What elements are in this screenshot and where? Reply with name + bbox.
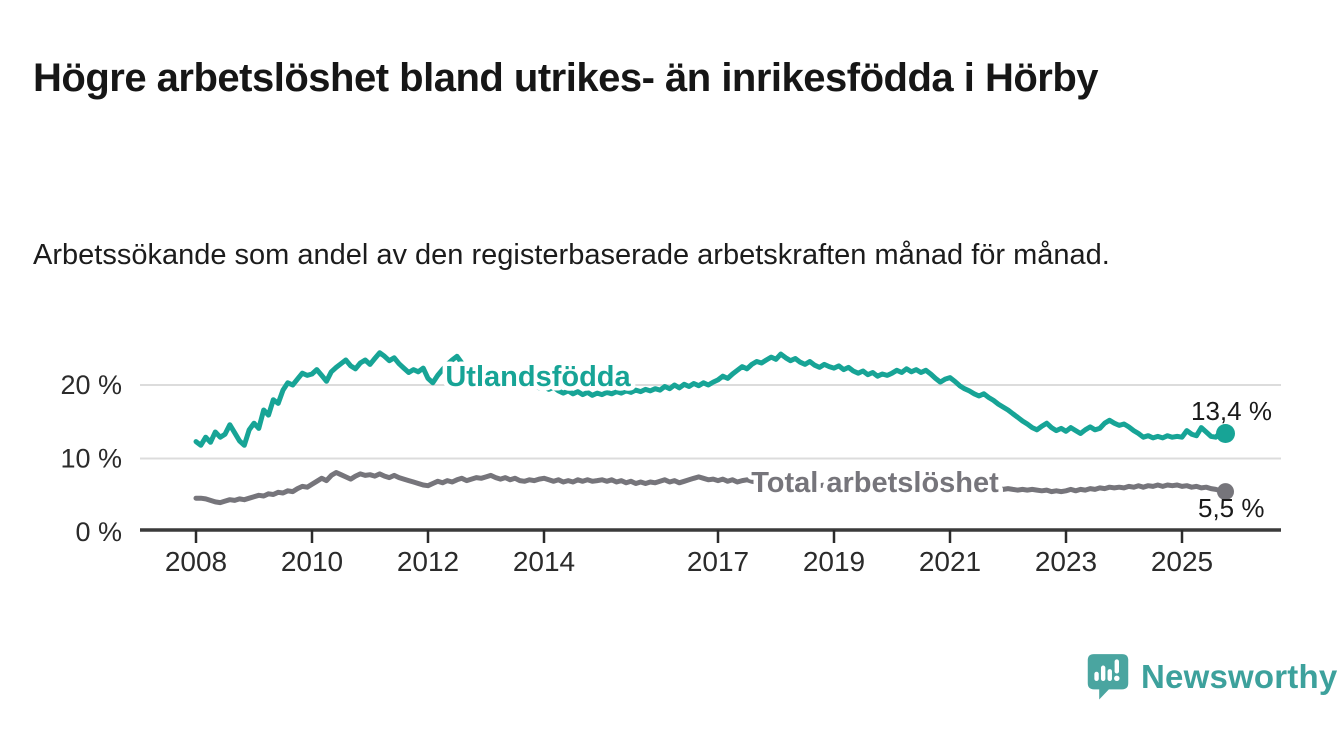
end-dot-utlandsfodda: [1215, 424, 1235, 444]
y-axis-tick-label: 20 %: [60, 370, 122, 400]
x-axis-tick-label: 2017: [687, 546, 749, 577]
chart-subtitle: Arbetssökande som andel av den registerb…: [33, 239, 1110, 271]
line-total-arbetsloshet: [193, 470, 1228, 506]
newsworthy-logo: Newsworthy: [1086, 653, 1337, 701]
page-title: Högre arbetslöshet bland utrikes- än inr…: [33, 55, 1099, 100]
series-label-utlandsfodda: Utlandsfödda: [445, 361, 631, 393]
x-axis-tick-label: 2019: [803, 546, 865, 577]
line-utlandsfodda: [193, 350, 1228, 448]
x-axis-tick-label: 2021: [919, 546, 981, 577]
y-axis-tick-label: 0 %: [75, 517, 122, 547]
x-axis-tick-label: 2008: [165, 546, 227, 577]
end-value-label-utlandsfodda: 13,4 %: [1191, 396, 1272, 426]
x-axis-tick-label: 2014: [513, 546, 575, 577]
series-label-total-arbetsloshet: Total arbetslöshet: [751, 467, 999, 499]
x-axis-tick-label: 2010: [281, 546, 343, 577]
bar-chart-speech-bubble-icon: [1087, 654, 1129, 700]
x-axis-tick-label: 2023: [1035, 546, 1097, 577]
y-axis-tick-label: 10 %: [60, 444, 122, 474]
newsworthy-logo-text: Newsworthy: [1141, 658, 1338, 695]
end-dot-total-arbetsloshet: [1216, 483, 1234, 501]
x-axis-tick-label: 2012: [397, 546, 459, 577]
x-axis-tick-label: 2025: [1151, 546, 1213, 577]
end-value-label-total-arbetsloshet: 5,5 %: [1198, 493, 1265, 523]
